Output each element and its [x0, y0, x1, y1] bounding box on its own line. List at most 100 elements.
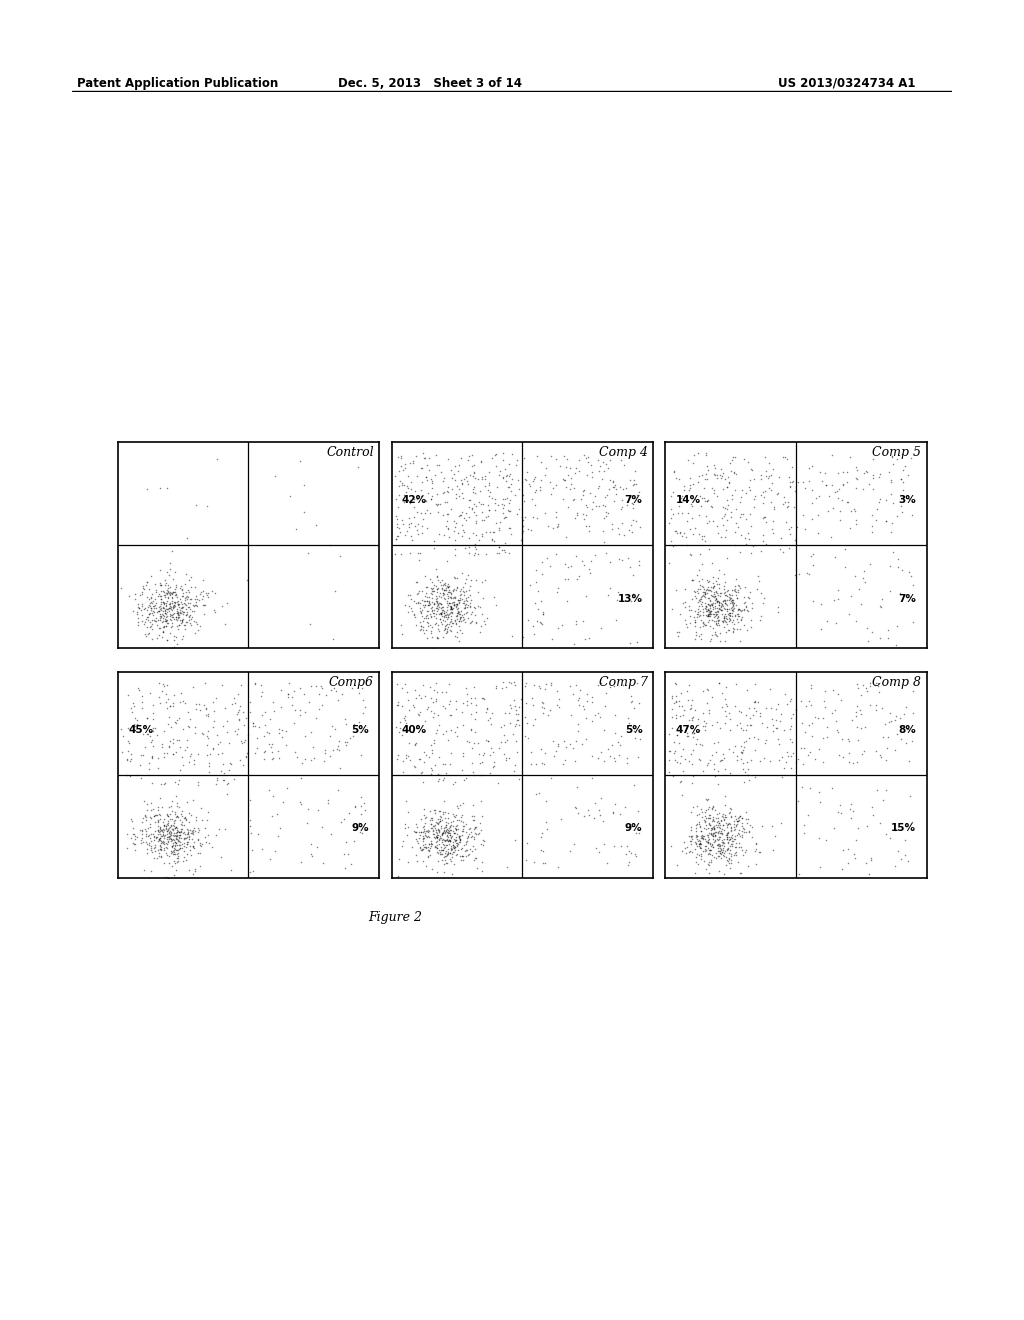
- Point: [458, 603, 474, 624]
- Point: [408, 593, 424, 614]
- Point: [473, 805, 489, 826]
- Point: [668, 705, 684, 726]
- Point: [455, 610, 471, 631]
- Point: [730, 822, 746, 843]
- Point: [717, 688, 733, 709]
- Point: [429, 594, 445, 615]
- Point: [725, 820, 741, 841]
- Point: [390, 694, 407, 715]
- Point: [214, 754, 230, 775]
- Text: Dec. 5, 2013   Sheet 3 of 14: Dec. 5, 2013 Sheet 3 of 14: [338, 77, 522, 90]
- Point: [590, 449, 606, 470]
- Point: [693, 735, 710, 756]
- Point: [694, 576, 711, 597]
- Point: [631, 482, 647, 503]
- Point: [726, 845, 742, 866]
- Point: [148, 614, 165, 635]
- Point: [142, 603, 159, 624]
- Point: [847, 847, 863, 869]
- Point: [261, 709, 278, 730]
- Point: [420, 840, 436, 861]
- Point: [439, 586, 456, 607]
- Point: [170, 603, 186, 624]
- Point: [444, 834, 461, 855]
- Point: [443, 705, 460, 726]
- Point: [204, 836, 220, 857]
- Point: [697, 595, 714, 616]
- Point: [152, 820, 168, 841]
- Point: [715, 590, 731, 611]
- Point: [322, 726, 338, 747]
- Point: [423, 763, 439, 784]
- Point: [205, 692, 221, 713]
- Point: [856, 462, 872, 483]
- Point: [689, 853, 706, 874]
- Point: [751, 729, 767, 750]
- Point: [768, 698, 784, 719]
- Point: [186, 750, 203, 771]
- Point: [624, 692, 640, 713]
- Point: [453, 585, 469, 606]
- Point: [730, 810, 746, 832]
- Point: [483, 529, 500, 550]
- Point: [712, 577, 728, 598]
- Point: [706, 810, 722, 832]
- Point: [507, 484, 523, 506]
- Point: [447, 610, 464, 631]
- Point: [694, 569, 711, 590]
- Point: [465, 478, 481, 499]
- Point: [169, 805, 185, 826]
- Point: [712, 822, 728, 843]
- Point: [280, 684, 296, 705]
- Point: [239, 746, 255, 767]
- Point: [463, 704, 479, 725]
- Point: [677, 597, 693, 618]
- Point: [438, 825, 455, 846]
- Point: [489, 494, 506, 515]
- Point: [151, 597, 167, 618]
- Point: [176, 619, 193, 640]
- Point: [715, 590, 731, 611]
- Point: [187, 585, 204, 606]
- Point: [880, 726, 896, 747]
- Point: [418, 607, 434, 628]
- Point: [292, 704, 308, 725]
- Point: [420, 837, 436, 858]
- Point: [168, 586, 184, 607]
- Point: [698, 754, 715, 775]
- Point: [175, 585, 191, 606]
- Point: [179, 822, 196, 843]
- Point: [523, 741, 540, 762]
- Point: [347, 796, 364, 817]
- Point: [189, 771, 206, 792]
- Point: [419, 627, 435, 648]
- Point: [780, 492, 797, 513]
- Point: [332, 758, 348, 779]
- Point: [189, 743, 206, 764]
- Point: [724, 824, 740, 845]
- Point: [432, 810, 449, 832]
- Point: [693, 846, 710, 867]
- Point: [455, 488, 471, 510]
- Point: [389, 692, 406, 713]
- Point: [165, 603, 181, 624]
- Point: [440, 614, 457, 635]
- Point: [723, 459, 739, 480]
- Point: [478, 701, 495, 722]
- Point: [292, 677, 308, 698]
- Point: [516, 447, 532, 469]
- Point: [720, 620, 736, 642]
- Point: [440, 576, 457, 597]
- Point: [398, 747, 415, 768]
- Point: [764, 709, 780, 730]
- Point: [575, 504, 592, 525]
- Point: [902, 565, 919, 586]
- Point: [671, 495, 687, 516]
- Point: [170, 774, 186, 795]
- Point: [437, 606, 454, 627]
- Point: [219, 774, 236, 795]
- Point: [731, 832, 748, 853]
- Point: [455, 846, 471, 867]
- Point: [442, 582, 459, 603]
- Point: [632, 550, 648, 572]
